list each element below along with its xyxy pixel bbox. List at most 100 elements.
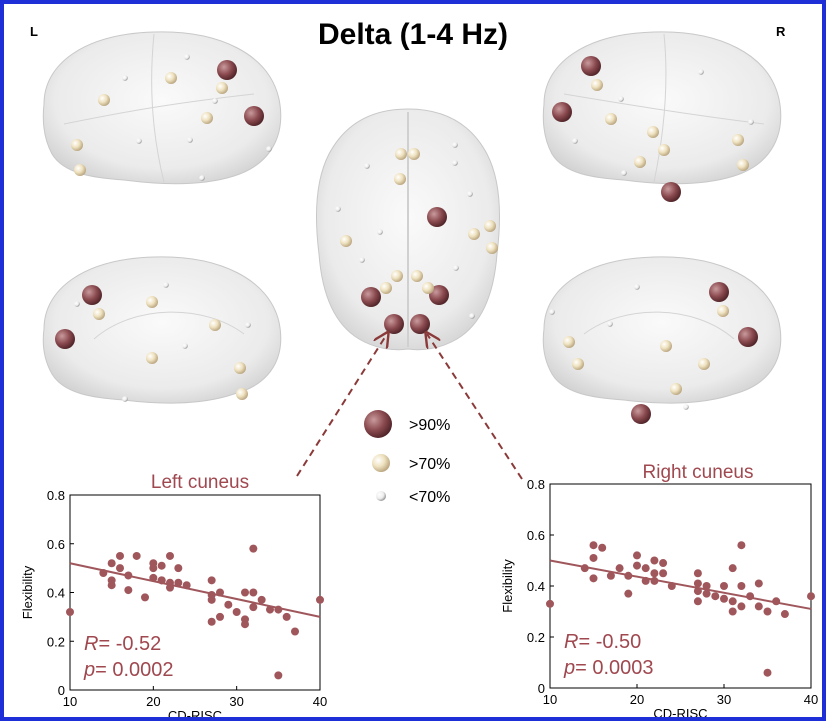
x-axis-label: CD-RISC — [168, 708, 222, 717]
scatter-point — [241, 588, 249, 597]
scatter-point — [780, 610, 789, 619]
scatter-point — [737, 602, 746, 611]
fit-line — [549, 559, 812, 610]
brain-left-lateral — [42, 31, 282, 185]
legend-small-node-icon — [376, 491, 386, 501]
scatter-point — [624, 571, 633, 580]
brain-nodes-medium — [71, 72, 749, 400]
scatter-plot-left-cuneus: Left cuneus 10 20 30 40 0 0.2 0.4 0.6 0.8 CD-RISC F… — [20, 472, 327, 717]
r-value: = -0.52 — [98, 633, 161, 655]
scatter-point — [659, 559, 668, 568]
left-hemisphere-label: L — [30, 24, 38, 39]
scatter-point — [598, 543, 607, 552]
scatter-point — [174, 564, 183, 573]
scatter-point — [711, 592, 720, 601]
scatter-point — [174, 578, 183, 587]
scatter-point — [116, 564, 124, 573]
p-statistic: p= 0.0002 — [83, 659, 174, 681]
scatter-point — [693, 579, 702, 588]
scatter-point — [274, 671, 283, 680]
scatter-point — [763, 607, 772, 616]
scatter-point — [754, 579, 763, 588]
node-large — [552, 102, 572, 122]
scatter-point — [166, 551, 174, 560]
scatter-point — [149, 559, 158, 568]
scatter-point — [207, 576, 216, 585]
scatter-point — [633, 551, 641, 560]
node-large — [82, 285, 102, 305]
y-tick-label: 0.8 — [47, 488, 65, 503]
p-symbol: p — [563, 657, 575, 679]
scatter-point — [141, 593, 149, 602]
scatter-point — [589, 541, 598, 550]
y-tick-label: 0.6 — [47, 537, 65, 552]
figure-canvas: >90% >70% <70% Left cuneus 10 20 30 40 0 0.2 0.… — [20, 31, 818, 717]
x-tick-label: 40 — [804, 692, 818, 707]
scatter-point — [157, 576, 166, 585]
scatter-point — [641, 576, 650, 585]
scatter-point — [763, 668, 772, 677]
r-symbol: R — [564, 631, 578, 653]
node-large — [709, 282, 729, 302]
y-tick-label: 0.2 — [527, 630, 545, 645]
scatter-point — [232, 608, 241, 616]
scatter-point — [107, 559, 116, 568]
right-hemisphere-label: R — [776, 24, 786, 39]
y-tick-label: 0.4 — [47, 586, 65, 601]
scatter-point — [650, 569, 659, 578]
r-statistic: R= -0.52 — [84, 633, 161, 655]
r-value: = -0.50 — [578, 631, 641, 653]
scatter-point — [107, 581, 116, 590]
scatter-point — [667, 582, 676, 590]
plot-title: Right cuneus — [643, 462, 754, 483]
legend-label-small: <70% — [409, 489, 450, 506]
scatter-point — [282, 612, 291, 621]
scatter-point — [99, 569, 108, 577]
scatter-point — [746, 592, 755, 601]
brain-left-medial — [42, 256, 282, 404]
arrow-to-right-cuneus — [427, 334, 523, 480]
figure-title: Delta (1-4 Hz) — [317, 18, 509, 51]
scatter-point — [702, 589, 711, 598]
y-axis-label: Flexibility — [500, 559, 515, 613]
y-tick-label: 0.2 — [47, 634, 65, 649]
r-symbol: R — [84, 633, 98, 655]
scatter-point — [149, 573, 158, 582]
y-tick-label: 0.8 — [527, 477, 545, 492]
node-large — [427, 207, 447, 227]
node-cuneus-left — [384, 314, 404, 334]
scatter-point — [157, 561, 166, 570]
scatter-point — [216, 588, 224, 597]
p-statistic: p= 0.0003 — [563, 657, 654, 679]
scatter-point — [633, 561, 641, 570]
brain-dorsal — [316, 108, 500, 351]
scatter-point — [650, 556, 659, 565]
scatter-point — [702, 582, 711, 590]
y-tick-label: 0 — [538, 681, 545, 696]
x-tick-label: 30 — [717, 692, 731, 707]
scatter-point — [274, 605, 283, 614]
scatter-point — [772, 597, 781, 606]
scatter-point — [728, 607, 737, 616]
y-tick-label: 0.6 — [527, 528, 545, 543]
node-cuneus-right — [410, 314, 430, 334]
node-large — [217, 60, 237, 80]
x-axis-label: CD-RISC — [653, 706, 707, 717]
p-value: = 0.0003 — [575, 657, 653, 679]
node-large — [661, 182, 681, 202]
r-statistic: R= -0.50 — [564, 631, 641, 653]
legend-large-node-icon — [364, 410, 392, 438]
scatter-point — [737, 582, 746, 590]
y-tick-label: 0 — [58, 683, 65, 698]
scatter-point — [166, 583, 174, 592]
scatter-point — [216, 612, 224, 621]
scatter-point — [693, 587, 702, 596]
scatter-point — [207, 617, 216, 626]
plot-title: Left cuneus — [151, 472, 249, 493]
scatter-point — [615, 564, 624, 573]
node-large — [581, 56, 601, 76]
scatter-plot-right-cuneus: Right cuneus 10 20 30 40 0 0.2 0.4 0.6 0.8 CD-RISC… — [500, 462, 818, 717]
y-axis-label: Flexibility — [20, 565, 35, 619]
scatter-point — [606, 571, 615, 580]
